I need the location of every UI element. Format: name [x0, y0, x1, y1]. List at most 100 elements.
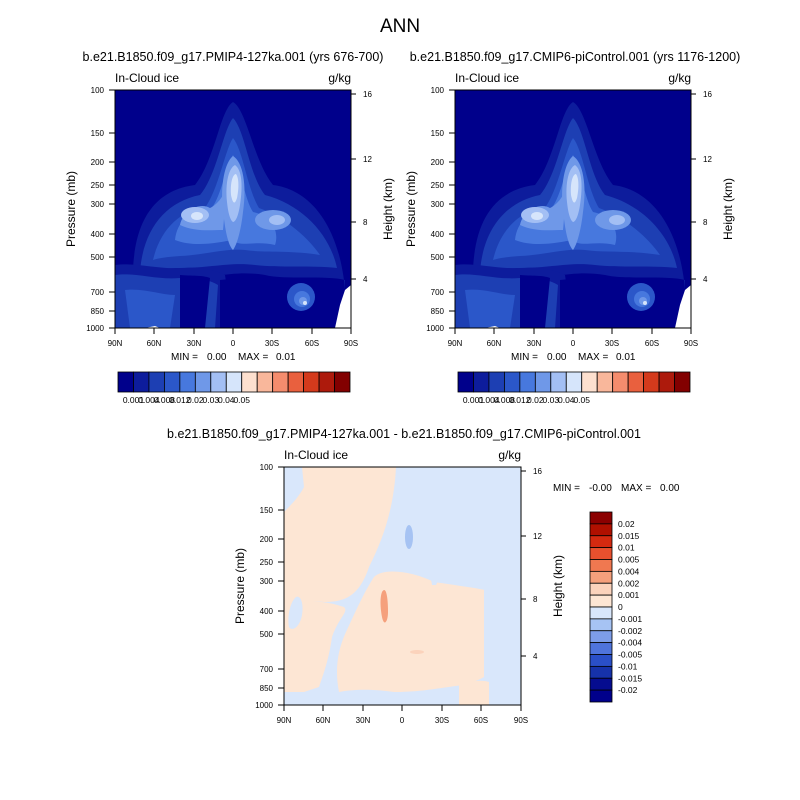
panel-3-y-ticks: 100 150 200 250 300 400 500 700 850 1000	[255, 463, 273, 710]
panel-1-colorbar-label: 0.05	[233, 395, 250, 405]
panel-1-y2tick: 8	[363, 218, 368, 227]
panel-3-ytick: 700	[260, 665, 274, 674]
panel-3: b.e21.B1850.f09_g17.PMIP4-127ka.001 - b.…	[167, 427, 680, 725]
panel-2-xtick: 30S	[605, 339, 619, 348]
panel-2-colorbar-swatch	[596, 371, 614, 393]
panel-3-colorbar-swatch	[589, 511, 613, 525]
panel-2-colorbar-label: 0.03	[543, 395, 560, 405]
panel-1-xtick: 30S	[265, 339, 279, 348]
panel-2-colorbar-label: 0.012	[509, 395, 531, 405]
panel-1-ytick: 250	[91, 181, 105, 190]
panel-1-max-label: MAX =	[238, 352, 268, 363]
panel-2-contour-field	[455, 90, 691, 328]
panel-2-colorbar-swatch	[612, 371, 629, 393]
panel-2-y2tick: 4	[703, 275, 708, 284]
panel-3-xtick: 30N	[356, 716, 371, 725]
panel-3-colorbar-label: -0.015	[618, 673, 642, 683]
panel-3-colorbar-swatch	[589, 606, 613, 620]
panel-3-y2label: Height (km)	[551, 555, 565, 617]
panel-2-colorbar-swatch	[519, 371, 536, 393]
panel-1-colorbar-label: 0.03	[203, 395, 220, 405]
panel-3-colorbar-label: -0.004	[618, 638, 642, 648]
panel-1-ytick: 200	[91, 158, 105, 167]
panel-2-colorbar-swatch	[565, 371, 583, 393]
panel-1-colorbar-swatch	[194, 371, 212, 393]
panel-2-min-label: MIN =	[511, 352, 538, 363]
panel-1-xtick: 30N	[187, 339, 202, 348]
panel-3-colorbar-swatch	[589, 665, 613, 679]
panel-1-colorbar-swatch	[117, 371, 134, 393]
panel-1-colorbar-swatch	[163, 371, 181, 393]
panel-2-ytick: 700	[431, 288, 445, 297]
panel-2-colorbar-swatch	[643, 371, 660, 393]
panel-2-colorbar-label: 0.04	[558, 395, 575, 405]
panel-3-colorbar-swatch	[589, 594, 613, 608]
panel-2-ytick: 250	[431, 181, 445, 190]
panel-2-colorbar-label: 0.05	[573, 395, 590, 405]
panel-1-colorbar-label: 0.02	[187, 395, 204, 405]
panel-3-ytick: 250	[260, 558, 274, 567]
panel-2-colorbar-swatch	[674, 371, 691, 393]
panel-2-ytick: 200	[431, 158, 445, 167]
panel-1-ytick: 150	[91, 129, 105, 138]
panel-1-colorbar-swatch	[210, 371, 227, 393]
panel-3-colorbar-label: -0.02	[618, 685, 638, 695]
panel-3-y2tick: 12	[533, 532, 542, 541]
panel-3-contour-field	[284, 467, 521, 705]
panel-3-ytick: 1000	[255, 701, 273, 710]
panel-3-ytick: 300	[260, 577, 274, 586]
panel-2-colorbar-swatch	[627, 371, 645, 393]
panel-1-min-label: MIN =	[171, 352, 198, 363]
panel-3-colorbar-swatch	[589, 689, 613, 703]
panel-3-colorbar-swatch	[589, 559, 613, 572]
panel-1-xtick: 60S	[305, 339, 319, 348]
panel-2-ytick: 1000	[426, 324, 444, 333]
panel-3-colorbar-label: 0.004	[618, 566, 640, 576]
panel-1-colorbar-swatch	[272, 371, 289, 393]
panel-3-min-label: MIN =	[553, 483, 580, 494]
panel-2-xtick: 0	[571, 339, 576, 348]
panel-2-xtick: 60S	[645, 339, 659, 348]
panel-1-minmax: MIN = 0.00 MAX = 0.01	[171, 352, 296, 363]
panel-3-x-ticks: 90N 60N 30N 0 30S 60S 90S	[277, 716, 528, 725]
panel-3-ytick: 500	[260, 630, 274, 639]
panel-2-xtick: 90S	[684, 339, 698, 348]
panel-3-colorbar-swatch	[589, 630, 613, 644]
panel-3-colorbar-swatch	[589, 654, 613, 667]
panel-3-xtick: 30S	[435, 716, 449, 725]
panel-1-colorbar-swatch	[334, 371, 351, 393]
panel-1-ytick: 850	[91, 307, 105, 316]
panel-2-left-label: In-Cloud ice	[455, 71, 519, 85]
panel-2-xtick: 30N	[527, 339, 542, 348]
panel-3-minmax: MIN = -0.00 MAX = 0.00	[553, 483, 680, 494]
panel-1-x-ticks: 90N 60N 30N 0 30S 60S 90S	[108, 339, 358, 348]
panel-1-ylabel: Pressure (mb)	[64, 171, 78, 247]
panel-1-xtick: 60N	[147, 339, 162, 348]
panel-3-y2tick: 4	[533, 652, 538, 661]
panel-3-colorbar-swatch	[589, 677, 613, 691]
panel-3-colorbar-swatch	[589, 535, 613, 549]
panel-1-colorbar-swatch	[256, 371, 274, 393]
panel-3-xtick: 60N	[316, 716, 331, 725]
panel-2-colorbar-swatch	[503, 371, 521, 393]
panel-3-colorbar-label: -0.005	[618, 650, 642, 660]
panel-3-colorbar-label: 0.015	[618, 531, 640, 541]
panel-2-max-label: MAX =	[578, 352, 608, 363]
panel-1-max-value: 0.01	[276, 352, 296, 363]
panel-2-colorbar-swatch	[658, 371, 675, 393]
panel-3-colorbar-label: 0.002	[618, 578, 640, 588]
panel-2-ytick: 500	[431, 253, 445, 262]
panel-3-colorbar-swatch	[589, 618, 613, 632]
panel-1-colorbar-swatch	[287, 371, 304, 393]
panel-1-colorbar-swatch	[148, 371, 165, 393]
panel-1-ytick: 100	[91, 86, 105, 95]
panel-2-ytick: 100	[431, 86, 445, 95]
panel-1-xtick: 90N	[108, 339, 123, 348]
panel-1-unit-label: g/kg	[328, 71, 351, 85]
panel-1-colorbar-label: 0.04	[218, 395, 235, 405]
panel-2-colorbar-swatch	[457, 371, 474, 393]
panel-2-colorbar-label: 0.008	[494, 395, 516, 405]
panel-3-ytick: 100	[260, 463, 274, 472]
panel-3-ytick: 850	[260, 684, 274, 693]
panel-1-colorbar-label: 0.004	[138, 395, 160, 405]
